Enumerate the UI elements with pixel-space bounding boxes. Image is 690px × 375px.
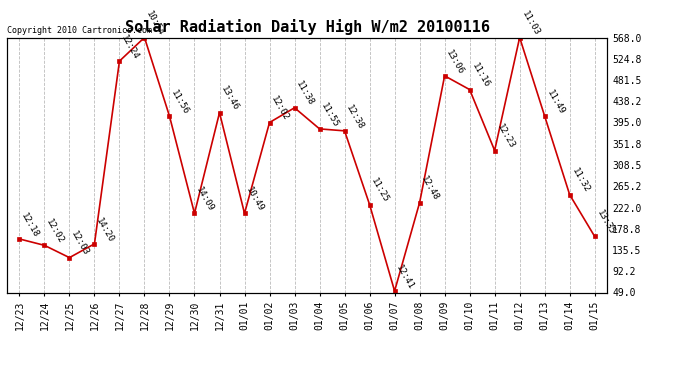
Text: 14:09: 14:09 bbox=[195, 186, 216, 213]
Text: 11:25: 11:25 bbox=[370, 177, 391, 204]
Text: 10:54: 10:54 bbox=[144, 10, 166, 38]
Text: 13:46: 13:46 bbox=[219, 85, 241, 112]
Text: 12:03: 12:03 bbox=[70, 230, 90, 258]
Text: 13:35: 13:35 bbox=[595, 209, 616, 237]
Text: 12:23: 12:23 bbox=[495, 123, 516, 150]
Text: 12:02: 12:02 bbox=[270, 95, 290, 123]
Text: 14:20: 14:20 bbox=[95, 216, 116, 244]
Title: Solar Radiation Daily High W/m2 20100116: Solar Radiation Daily High W/m2 20100116 bbox=[125, 19, 489, 35]
Text: 11:49: 11:49 bbox=[544, 88, 566, 116]
Text: Copyright 2010 Cartronics.com: Copyright 2010 Cartronics.com bbox=[7, 26, 152, 35]
Text: 13:06: 13:06 bbox=[444, 48, 466, 76]
Text: 11:55: 11:55 bbox=[319, 101, 341, 129]
Text: 12:48: 12:48 bbox=[420, 175, 441, 202]
Text: 11:16: 11:16 bbox=[470, 62, 491, 90]
Text: 12:02: 12:02 bbox=[44, 217, 66, 245]
Text: 10:49: 10:49 bbox=[244, 186, 266, 213]
Text: 11:38: 11:38 bbox=[295, 80, 316, 108]
Text: 12:18: 12:18 bbox=[19, 211, 41, 239]
Text: 11:32: 11:32 bbox=[570, 167, 591, 195]
Text: 11:03: 11:03 bbox=[520, 10, 541, 38]
Text: 12:24: 12:24 bbox=[119, 33, 141, 61]
Text: 11:56: 11:56 bbox=[170, 88, 190, 116]
Text: 12:38: 12:38 bbox=[344, 103, 366, 131]
Text: 12:41: 12:41 bbox=[395, 263, 416, 291]
